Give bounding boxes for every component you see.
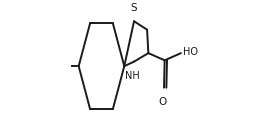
Text: NH: NH: [125, 71, 140, 81]
Text: S: S: [131, 3, 137, 13]
Text: HO: HO: [183, 47, 198, 57]
Text: O: O: [159, 97, 167, 107]
